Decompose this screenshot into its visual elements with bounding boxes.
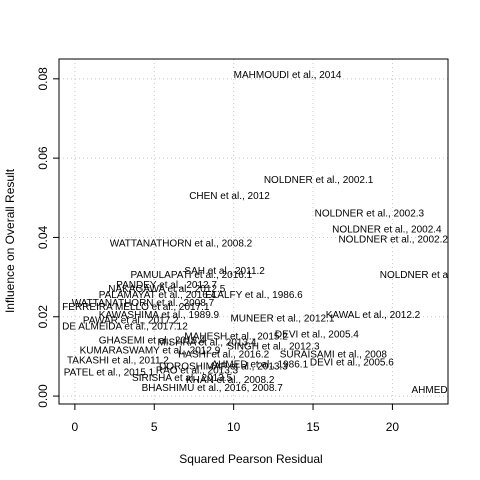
point-label: SAH et al., 2011.2 bbox=[184, 266, 265, 277]
point-label: KUMARASWAMY et al., 2012.9 bbox=[80, 345, 221, 356]
point-label: KAWAL et al., 2012.2 bbox=[326, 310, 421, 321]
x-tick-label: 10 bbox=[227, 420, 241, 434]
point-label: TAKASHI et al., 2011.2 bbox=[67, 355, 169, 366]
point-label: DEVI et al., 2005.4 bbox=[275, 330, 359, 341]
point-label: PAMULAPATI et al., 2016.1 bbox=[130, 270, 252, 281]
point-label: SIRISHA et al., 2013.5 bbox=[132, 373, 232, 384]
point-label: HASHI et al., 2016.2 bbox=[178, 349, 270, 360]
point-label: GHASEMI et al., 2013.4 bbox=[99, 336, 206, 347]
point-label: DE ALMEIDA et al., 2017.12 bbox=[62, 322, 188, 333]
point-label: AHMED et al., 1986.1 bbox=[211, 359, 308, 370]
point-label: CHEN et al., 2012 bbox=[189, 191, 270, 202]
point-label: KAWASHIMA et al., 1989.9 bbox=[99, 310, 220, 321]
x-axis-title: Squared Pearson Residual bbox=[179, 452, 322, 466]
point-label: AHMED et al. bbox=[411, 385, 472, 396]
axes: 0 5 10 15 20 0.00 0.02 0.04 0.06 0.08 bbox=[36, 58, 449, 434]
point-label: WATTANATHORN et al., 2008.2 bbox=[110, 238, 253, 249]
plot-frame bbox=[58, 58, 449, 405]
point-label: MISHRA et al., 2013.4 bbox=[157, 338, 256, 349]
point-label: FERREIRA MELLO et al., 2017.1 bbox=[62, 302, 210, 313]
point-label: PALAMAYAT et al., 2016.4 bbox=[99, 290, 217, 301]
point-label: NOLDNER et al., 2002.4 bbox=[332, 225, 442, 236]
point-label: NOLDNER et al., 2002.5 bbox=[380, 270, 480, 281]
grid-lines bbox=[59, 59, 448, 404]
point-label: SINGH et al., 2012.3 bbox=[227, 342, 320, 353]
point-label: MUNEER et al., 2012.1 bbox=[230, 314, 334, 325]
point-label: DOROSHIMAP et al., 2013.3 bbox=[159, 361, 288, 372]
point-label: BHASHIMU et al., 2016, 2008.7 bbox=[142, 383, 284, 394]
point-label: SURAISAMI et al., 2008 bbox=[280, 349, 388, 360]
y-tick-label: 0.06 bbox=[36, 146, 50, 170]
point-labels: MAHMOUDI et al., 2014 NOLDNER et al., 200… bbox=[62, 70, 480, 396]
point-label: ELALFY et al., 1986.6 bbox=[205, 290, 303, 301]
point-label: PATEL et al., 2015.1 bbox=[64, 367, 155, 378]
x-tick-label: 15 bbox=[306, 420, 320, 434]
point-label: NAKAGAWA et al., 2012.5 bbox=[108, 284, 226, 295]
y-tick-label: 0.04 bbox=[36, 225, 50, 249]
y-tick-label: 0.00 bbox=[36, 384, 50, 408]
x-tick-label: 20 bbox=[386, 420, 400, 434]
y-tick-label: 0.02 bbox=[36, 305, 50, 329]
x-tick-label: 5 bbox=[151, 420, 158, 434]
point-label: MAHMOUDI et al., 2014 bbox=[234, 70, 342, 81]
point-label: KHAN et al., 2008.2 bbox=[186, 375, 275, 386]
x-tick-label: 0 bbox=[72, 420, 79, 434]
y-tick-label: 0.08 bbox=[36, 67, 50, 91]
point-label: MAHESH et al., 2015.2 bbox=[184, 332, 288, 343]
point-label: RAO et al., 2013.3 bbox=[156, 365, 239, 376]
point-label: NOLDNER et al., 2002.2 bbox=[338, 234, 448, 245]
point-label: PAWAR et al., 2017.2 bbox=[83, 316, 179, 327]
point-label: NOLDNER et al., 2002.1 bbox=[264, 175, 374, 186]
point-label: WATTANATHORN et al., 2008.7 bbox=[72, 298, 215, 309]
point-label: NOLDNER et al., 2002.3 bbox=[315, 209, 425, 220]
point-label: DEVI et al., 2005.6 bbox=[310, 357, 394, 368]
y-axis-title: Influence on Overall Result bbox=[3, 168, 17, 313]
point-label: PANDEY et al., 2012.7 bbox=[116, 280, 217, 291]
